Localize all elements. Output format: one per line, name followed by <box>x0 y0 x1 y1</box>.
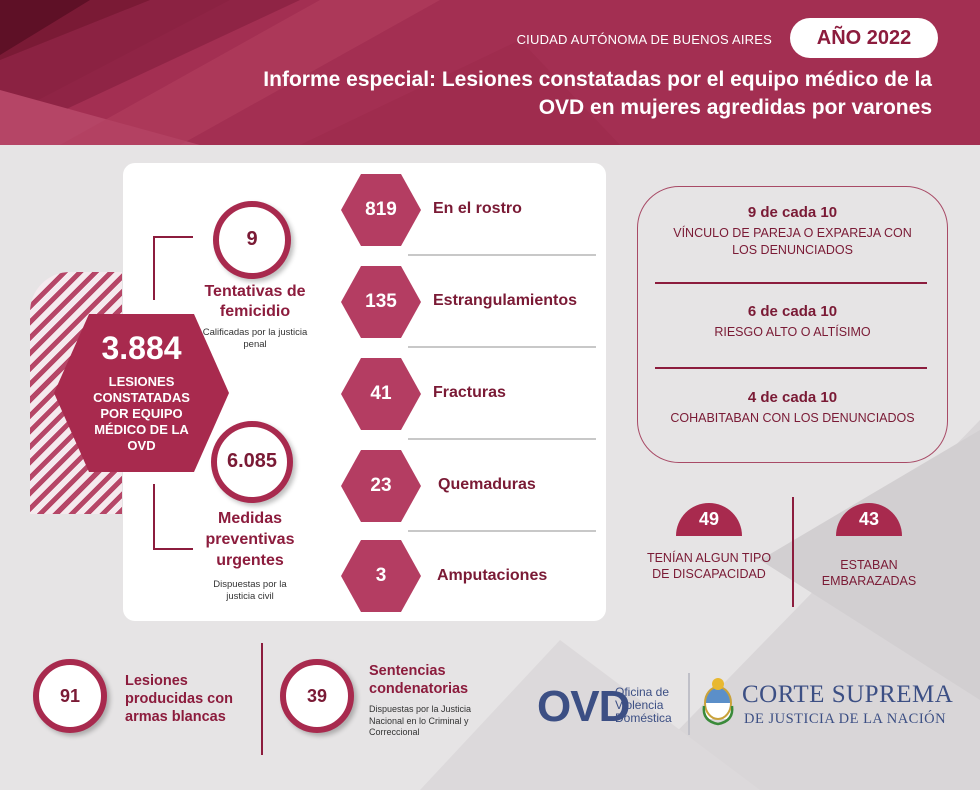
femicide-number: 9 <box>246 228 258 250</box>
stat-text-risk: RIESGO ALTO O ALTÍSIMO <box>714 325 871 339</box>
ovd-text-line1: Oficina de <box>615 685 670 699</box>
bracket-top <box>153 236 193 300</box>
injury-separator <box>408 438 596 440</box>
injury-label-strangulation: Estrangulamientos <box>433 292 578 309</box>
logo-separator <box>688 673 690 735</box>
injury-hex-amputations <box>341 540 421 612</box>
measures-circle <box>211 421 293 503</box>
ovd-logo: OVD <box>537 682 630 731</box>
injury-number-amputations: 3 <box>375 565 387 586</box>
injury-number-fractures: 41 <box>370 383 392 404</box>
vertical-separator <box>792 497 794 607</box>
sentences-label: Sentencias condenatorias <box>369 663 469 697</box>
femicide-circle <box>213 201 291 279</box>
pregnant-label: ESTABAN EMBARAZADAS <box>821 558 917 588</box>
injury-number-face: 819 <box>365 199 397 220</box>
injury-separator <box>408 530 596 532</box>
weapons-label: Lesiones producidas con armas blancas <box>125 673 233 725</box>
total-label: LESIONES CONSTATADAS POR EQUIPO MÉDICO D… <box>93 374 190 453</box>
corte-suprema-subtitle: DE JUSTICIA DE LA NACIÓN <box>744 711 947 727</box>
header-decoration <box>0 0 620 145</box>
corte-suprema-title: CORTE SUPREMA <box>742 681 954 708</box>
stat-heading-risk: 6 de cada 10 <box>747 303 838 320</box>
injury-hex-strangulation <box>341 266 421 338</box>
pregnant-number: 43 <box>858 509 880 529</box>
total-hexagon <box>54 314 229 472</box>
disability-label: TENÍAN ALGUN TIPO DE DISCAPACIDAD <box>646 551 772 581</box>
injury-label-face: En el rostro <box>433 200 522 217</box>
femicide-label: Tentativas de femicidio <box>204 283 306 320</box>
stats-box <box>637 186 948 463</box>
injury-number-burns: 23 <box>370 475 392 496</box>
stat-text-cohabit: COHABITABAN CON LOS DENUNCIADOS <box>670 411 915 425</box>
sentences-number: 39 <box>306 686 328 706</box>
injury-label-burns: Quemaduras <box>438 476 536 493</box>
bracket-bottom <box>153 484 193 550</box>
stat-separator <box>655 367 927 369</box>
weapons-circle <box>33 659 107 733</box>
vertical-separator <box>261 643 263 755</box>
injury-hex-fractures <box>341 358 421 430</box>
injury-separator <box>408 346 596 348</box>
report-title: Informe especial: Lesiones constatadas p… <box>263 68 932 119</box>
header-city: CIUDAD AUTÓNOMA DE BUENOS AIRES <box>516 32 772 47</box>
coat-of-arms-icon <box>702 678 734 726</box>
stat-heading-cohabit: 4 de cada 10 <box>747 389 838 406</box>
injury-hex-burns <box>341 450 421 522</box>
stat-text-relationship: VÍNCULO DE PAREJA O EXPAREJA CON LOS DEN… <box>673 226 912 257</box>
ovd-text-line3: Doméstica <box>615 711 672 725</box>
injury-number-strangulation: 135 <box>365 291 397 312</box>
year-badge: AÑO 2022 <box>790 18 938 58</box>
injury-label-amputations: Amputaciones <box>437 567 548 584</box>
sentences-note: Dispuestas por la Justicia Nacional en l… <box>369 704 472 737</box>
weapons-number: 91 <box>59 686 81 706</box>
measures-label: Medidas preventivas urgentes <box>205 510 295 569</box>
measures-number: 6.085 <box>226 450 278 472</box>
header-banner: CIUDAD AUTÓNOMA DE BUENOS AIRES AÑO 2022… <box>0 0 980 145</box>
ovd-text-line2: Violencia <box>615 698 664 712</box>
injury-hex-face <box>341 174 421 246</box>
femicide-note: Calificadas por la justicia penal <box>202 327 308 350</box>
disability-number: 49 <box>698 509 720 529</box>
stat-separator <box>655 282 927 284</box>
injury-separator <box>408 254 596 256</box>
measures-note: Dispuestas por la justicia civil <box>213 579 287 602</box>
ovd-logo-text: Oficina de Violencia Doméstica <box>615 686 672 725</box>
stat-heading-relationship: 9 de cada 10 <box>747 204 838 221</box>
sentences-circle <box>280 659 354 733</box>
total-number: 3.884 <box>101 330 182 366</box>
injury-label-fractures: Fracturas <box>433 384 506 401</box>
